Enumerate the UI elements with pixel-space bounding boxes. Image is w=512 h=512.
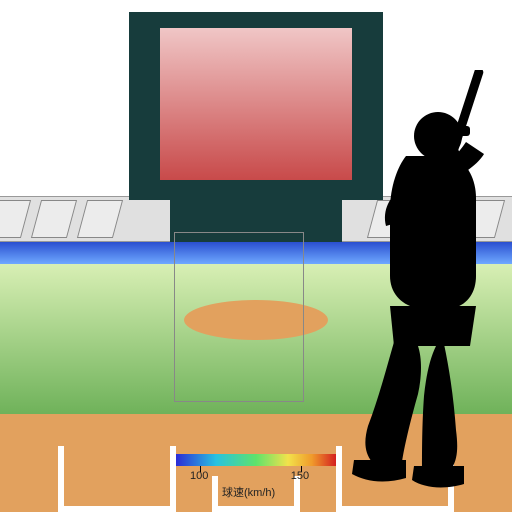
- speed-legend-title: 球速(km/h): [222, 484, 275, 500]
- strike-zone: [174, 232, 304, 402]
- legend-tick-label: 100: [190, 470, 208, 482]
- pitch-location-scene: 100150 球速(km/h): [0, 0, 512, 512]
- batter-silhouette: [294, 70, 512, 500]
- plate-line: [336, 506, 454, 512]
- plate-line: [212, 506, 300, 512]
- plate-line: [58, 446, 64, 512]
- plate-line: [58, 506, 176, 512]
